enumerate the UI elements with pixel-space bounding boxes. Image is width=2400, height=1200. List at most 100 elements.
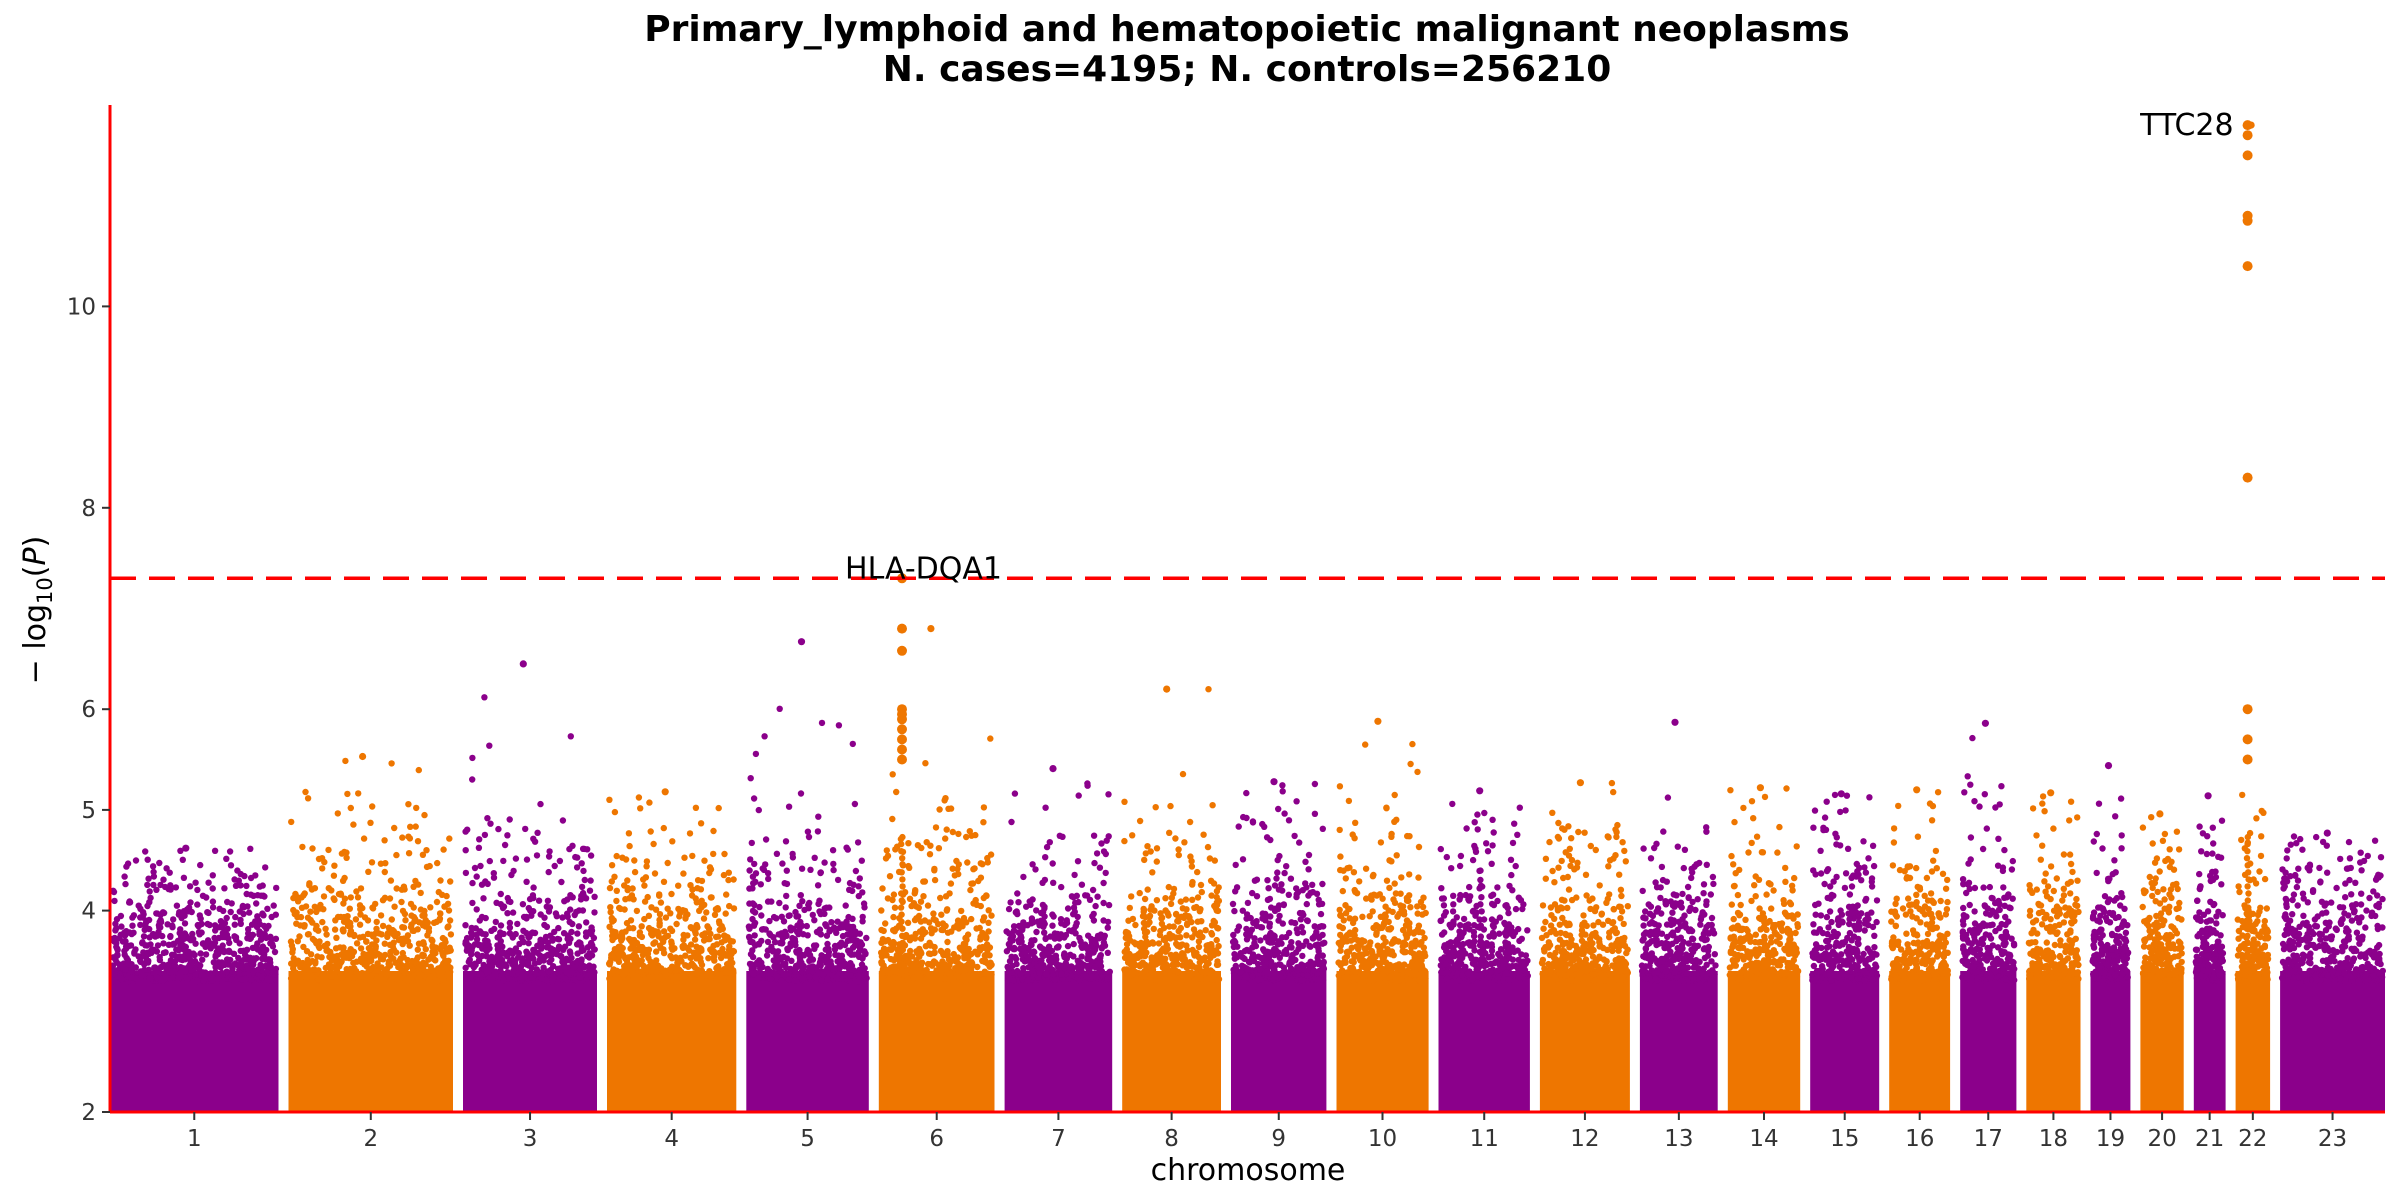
- snp-point: [1443, 853, 1451, 861]
- snp-point: [1189, 963, 1196, 970]
- snp-point: [610, 967, 617, 975]
- snp-point: [697, 820, 705, 827]
- snp-point: [1509, 956, 1517, 963]
- snp-point: [1179, 770, 1187, 778]
- snp-point: [1212, 947, 1220, 954]
- snp-point: [1342, 902, 1349, 909]
- snp-point: [146, 888, 153, 895]
- chrom-7-dense-band: [1004, 971, 1113, 1112]
- snp-point: [236, 908, 243, 915]
- snp-point: [1007, 976, 1014, 983]
- snp-point: [1258, 954, 1265, 962]
- snp-point: [144, 881, 151, 889]
- snp-point: [443, 965, 450, 972]
- snp-point: [1287, 965, 1295, 972]
- snp-point: [126, 899, 134, 906]
- snp-point: [1380, 972, 1387, 980]
- snp-point: [478, 881, 486, 888]
- snp-point: [1258, 924, 1266, 931]
- snp-point: [480, 965, 487, 972]
- snp-point: [675, 965, 682, 973]
- snp-point: [583, 919, 590, 926]
- snp-point: [1195, 943, 1203, 951]
- snp-point: [1342, 959, 1349, 966]
- snp-point: [225, 947, 233, 954]
- snp-point: [704, 935, 712, 943]
- snp-point: [333, 967, 341, 974]
- snp-point: [180, 935, 188, 942]
- snp-point: [525, 959, 532, 966]
- chrom-5-peak-point: [797, 638, 806, 646]
- snp-point: [1266, 951, 1273, 958]
- snp-point: [761, 733, 768, 740]
- snp-point: [647, 828, 654, 835]
- snp-point: [786, 912, 793, 919]
- snp-point: [237, 920, 244, 927]
- snp-point: [254, 940, 261, 947]
- snp-point: [446, 917, 454, 924]
- snp-point: [692, 930, 699, 937]
- snp-point: [341, 895, 349, 902]
- snp-point: [381, 837, 388, 844]
- snp-point: [798, 865, 806, 872]
- snp-point: [905, 840, 912, 847]
- chrom-2-peak-point: [359, 752, 367, 761]
- snp-point: [338, 974, 346, 981]
- snp-point: [1404, 976, 1411, 983]
- snp-point: [354, 894, 362, 901]
- snp-point: [1085, 932, 1092, 939]
- snp-point: [202, 943, 209, 950]
- snp-point: [505, 898, 512, 905]
- snp-point: [891, 904, 899, 911]
- snp-point: [145, 875, 152, 882]
- snp-point: [1165, 883, 1173, 891]
- snp-point: [1146, 913, 1153, 921]
- snp-point: [169, 924, 176, 931]
- snp-point: [347, 923, 354, 930]
- snp-point: [1293, 885, 1300, 892]
- snp-point: [892, 846, 899, 853]
- snp-point: [1293, 798, 1300, 805]
- snp-point: [745, 923, 753, 930]
- snp-point: [1177, 934, 1184, 941]
- snp-point: [1090, 910, 1097, 918]
- snp-point: [799, 898, 806, 905]
- snp-point: [462, 847, 469, 854]
- snp-point: [462, 964, 469, 971]
- snp-point: [1213, 961, 1221, 969]
- snp-point: [1377, 839, 1385, 846]
- snp-point: [219, 972, 226, 979]
- snp-point: [1090, 832, 1098, 839]
- snp-point: [1343, 948, 1351, 956]
- snp-point: [653, 948, 660, 955]
- snp-point: [855, 977, 862, 985]
- snp-point: [906, 864, 913, 871]
- snp-point: [446, 835, 453, 842]
- snp-point: [1519, 905, 1526, 913]
- snp-point: [645, 954, 652, 962]
- snp-point: [1039, 879, 1046, 886]
- snp-point: [1049, 966, 1057, 974]
- snp-point: [1015, 936, 1023, 944]
- snp-point: [522, 825, 529, 833]
- snp-point: [422, 946, 429, 953]
- snp-point: [419, 851, 427, 858]
- snp-point: [954, 917, 962, 924]
- snp-point: [930, 915, 937, 923]
- snp-point: [160, 940, 167, 947]
- snp-point: [1243, 936, 1251, 943]
- snp-point: [447, 878, 454, 885]
- snp-point: [347, 894, 354, 901]
- snp-point: [192, 940, 199, 947]
- snp-point: [390, 946, 397, 953]
- snp-point: [1396, 976, 1403, 984]
- snp-point: [730, 948, 738, 955]
- snp-point: [938, 967, 945, 974]
- snp-point: [751, 932, 758, 939]
- snp-point: [931, 876, 939, 884]
- snp-point: [1037, 944, 1045, 951]
- snp-point: [1166, 930, 1173, 938]
- snp-point: [334, 810, 341, 817]
- snp-point: [270, 902, 277, 909]
- snp-point: [488, 927, 495, 934]
